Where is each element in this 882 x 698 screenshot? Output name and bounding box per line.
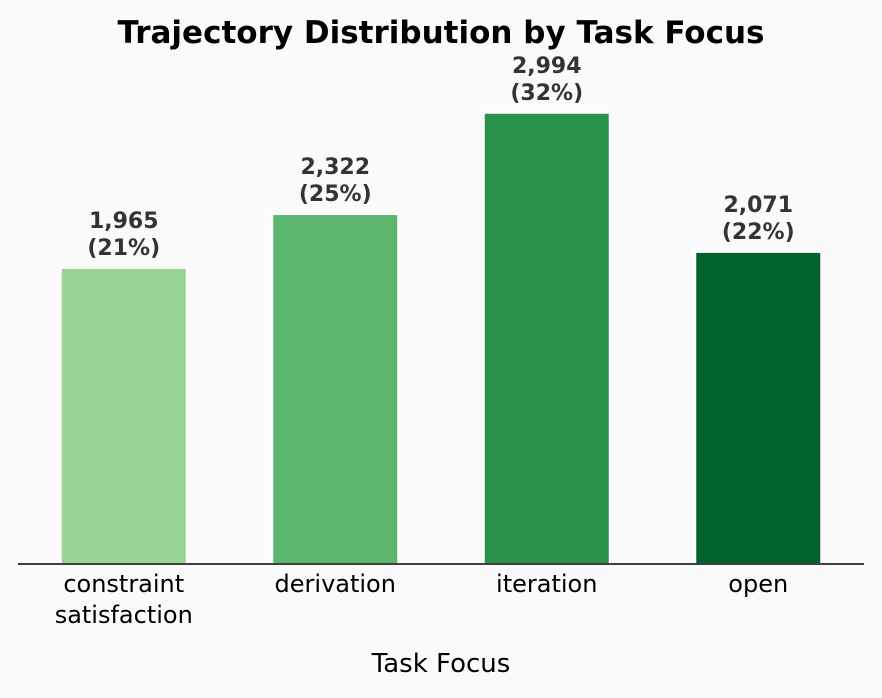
x-tick-label-1: derivation	[275, 570, 396, 598]
bar-percent-2: (32%)	[510, 81, 583, 106]
x-tick-line-3-0: open	[728, 570, 788, 598]
bar-0	[59, 266, 188, 565]
x-tick-line-1-0: derivation	[275, 570, 396, 598]
bar-percent-0: (21%)	[87, 236, 160, 261]
bars-group	[59, 111, 823, 566]
bar-value-0: 1,965	[89, 209, 159, 234]
bar-value-label-2: 2,994 (32%)	[510, 54, 583, 106]
x-tick-line-2-0: iteration	[496, 570, 597, 598]
x-tick-label-2: iteration	[496, 570, 597, 598]
bar-value-label-0: 1,965 (21%)	[87, 209, 160, 261]
bar-percent-3: (22%)	[722, 220, 795, 245]
bar-value-2: 2,994	[512, 54, 582, 79]
bar-value-label-3: 2,071 (22%)	[722, 193, 795, 245]
bar-percent-1: (25%)	[299, 182, 372, 207]
bar-3	[694, 250, 823, 565]
x-tick-label-3: open	[728, 570, 788, 598]
bar-2	[482, 111, 611, 566]
bar-1	[271, 213, 400, 565]
x-tick-label-0: constraint satisfaction	[55, 570, 193, 629]
bar-value-label-1: 2,322 (25%)	[299, 155, 372, 207]
x-tick-line-0-0: constraint	[63, 570, 184, 598]
x-axis-label: Task Focus	[371, 649, 511, 679]
labels-group: 1,965 (21%) constraint satisfaction 2,322 (25…	[55, 54, 795, 629]
x-tick-line-0-1: satisfaction	[55, 601, 193, 629]
chart-title: Trajectory Distribution by Task Focus	[117, 15, 764, 51]
bar-value-1: 2,322	[300, 155, 370, 180]
bar-value-3: 2,071	[723, 193, 793, 218]
